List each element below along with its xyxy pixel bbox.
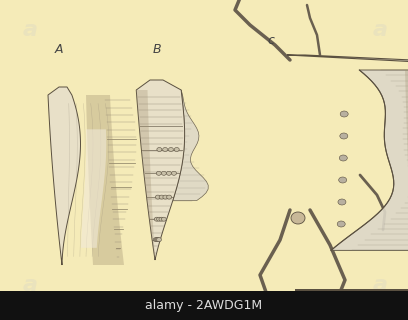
Polygon shape	[287, 55, 408, 290]
Ellipse shape	[340, 133, 348, 139]
Ellipse shape	[163, 195, 168, 199]
Ellipse shape	[171, 171, 177, 175]
Ellipse shape	[157, 217, 162, 221]
Text: a: a	[22, 20, 38, 40]
Ellipse shape	[157, 148, 162, 151]
Ellipse shape	[340, 111, 348, 117]
Bar	[0, 291, 408, 320]
Ellipse shape	[155, 195, 160, 199]
Ellipse shape	[156, 171, 161, 175]
Ellipse shape	[163, 148, 168, 151]
Ellipse shape	[337, 221, 345, 227]
Ellipse shape	[174, 148, 179, 151]
Ellipse shape	[154, 217, 159, 221]
Text: a: a	[373, 20, 388, 40]
Ellipse shape	[161, 217, 166, 221]
Text: a: a	[373, 275, 388, 295]
Polygon shape	[405, 70, 408, 290]
Ellipse shape	[161, 171, 166, 175]
Text: a: a	[22, 275, 38, 295]
Ellipse shape	[339, 155, 347, 161]
Polygon shape	[136, 80, 185, 260]
Ellipse shape	[166, 195, 172, 199]
Ellipse shape	[166, 171, 171, 175]
Ellipse shape	[159, 217, 164, 221]
Polygon shape	[331, 70, 408, 250]
Ellipse shape	[159, 195, 164, 199]
Ellipse shape	[338, 199, 346, 205]
Polygon shape	[136, 90, 155, 260]
Polygon shape	[86, 95, 124, 265]
Polygon shape	[81, 129, 106, 248]
Ellipse shape	[154, 237, 160, 242]
Polygon shape	[173, 90, 208, 201]
Ellipse shape	[153, 237, 158, 242]
Ellipse shape	[155, 237, 160, 242]
Ellipse shape	[157, 237, 162, 242]
Text: A: A	[55, 43, 63, 56]
Polygon shape	[48, 87, 80, 265]
Ellipse shape	[169, 148, 173, 151]
Text: c: c	[268, 34, 275, 46]
Ellipse shape	[339, 177, 347, 183]
Ellipse shape	[291, 212, 305, 224]
Text: B: B	[153, 43, 162, 56]
Text: alamy - 2AWDG1M: alamy - 2AWDG1M	[145, 300, 263, 313]
